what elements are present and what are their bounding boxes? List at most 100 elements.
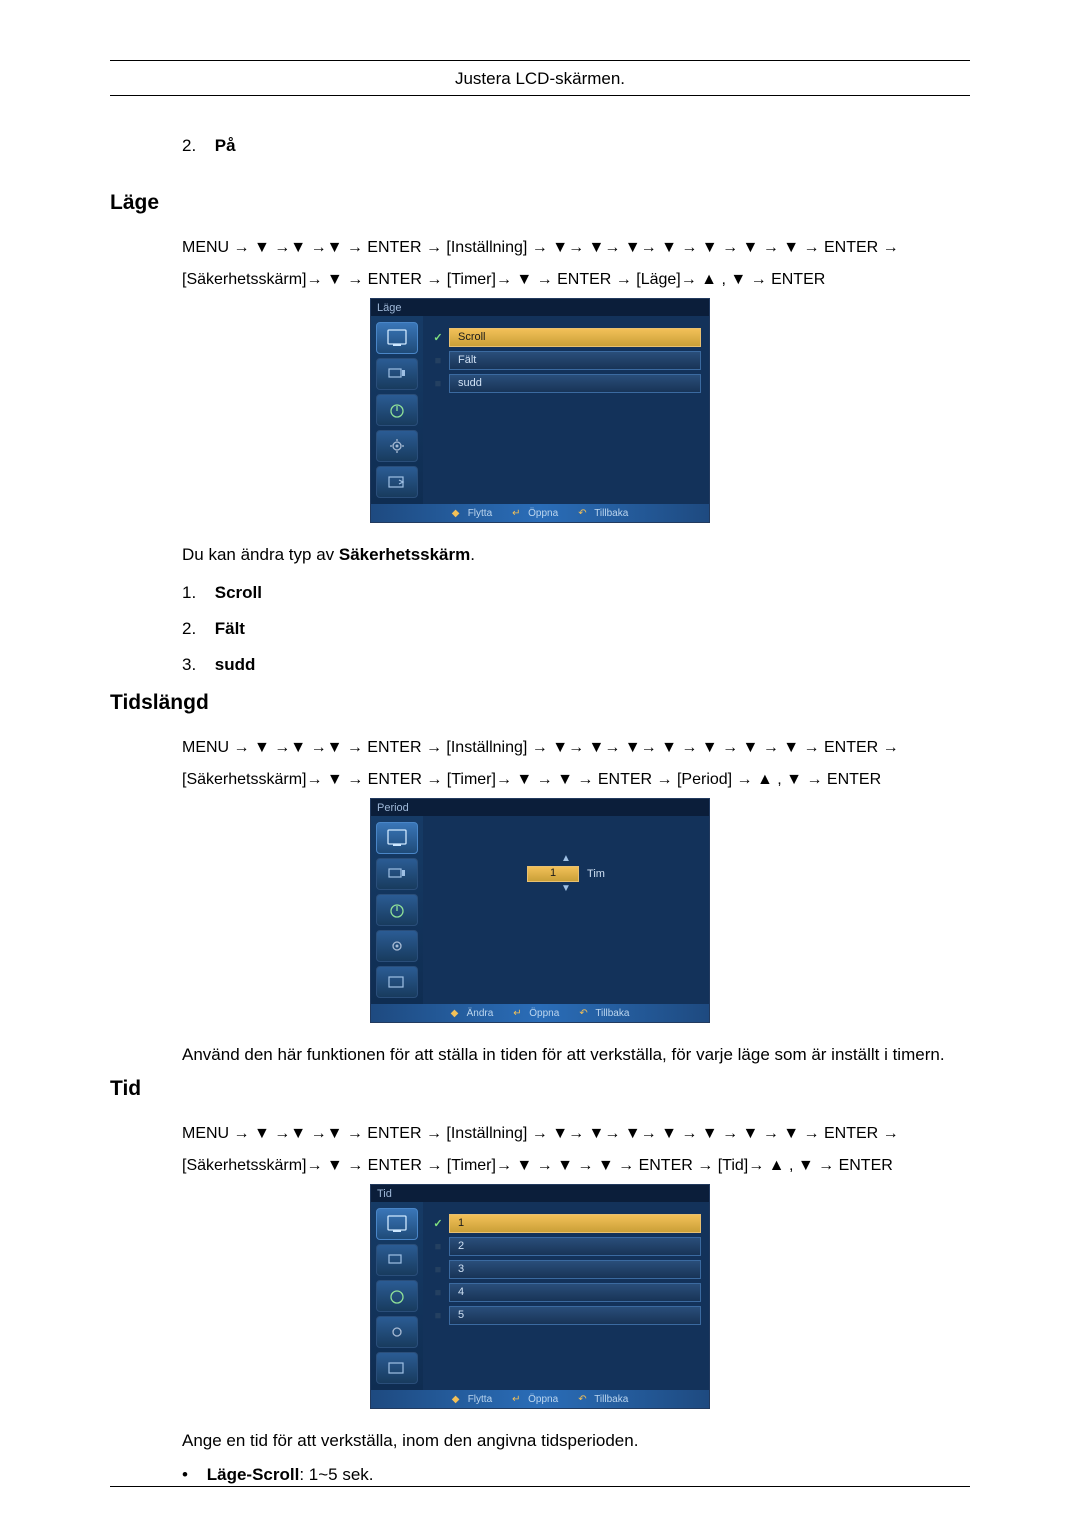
footer-move: ◆ Flytta	[452, 1394, 492, 1405]
timer-icon	[376, 1280, 418, 1312]
bullet-rest: : 1~5 sek.	[299, 1465, 373, 1484]
osd-title: Period	[371, 799, 709, 816]
osd-sidebar	[371, 316, 423, 504]
osd-lage: Läge ✓ Scroll	[370, 298, 710, 523]
osd-title: Läge	[371, 299, 709, 316]
return-icon: ↶	[578, 1394, 590, 1404]
osd-body: ✓ Scroll ■ Fält ■ sudd	[371, 316, 709, 504]
check-icon: ✓	[431, 332, 445, 344]
tidslangd-body: Använd den här funktionen för att ställa…	[110, 1043, 970, 1067]
osd-footer: ◆ Flytta ↵ Öppna ↶ Tillbaka	[371, 504, 709, 522]
list-label: sudd	[215, 655, 256, 674]
gear-icon	[376, 430, 418, 462]
osd-option-label: 5	[449, 1306, 701, 1325]
osd-title: Tid	[371, 1185, 709, 1202]
footer-label: Ändra	[467, 1008, 494, 1019]
footer-label: Flytta	[468, 508, 492, 519]
page: Justera LCD-skärmen. 2. På Läge MENU → ▼…	[0, 0, 1080, 1537]
diamond-icon: ◆	[451, 1008, 463, 1018]
osd-option-label: 4	[449, 1283, 701, 1302]
footer-label: Flytta	[468, 1394, 492, 1405]
heading-tid: Tid	[110, 1077, 970, 1101]
osd-option[interactable]: ■ 5	[431, 1306, 701, 1325]
picture-icon	[376, 322, 418, 354]
sound-icon	[376, 358, 418, 390]
heading-lage: Läge	[110, 191, 970, 215]
check-icon: ■	[431, 1241, 445, 1253]
tid-body: Ange en tid för att verkställa, inom den…	[110, 1429, 970, 1453]
enter-icon: ↵	[513, 1008, 525, 1018]
osd-body: ▲ 1 Tim ▼	[371, 816, 709, 1004]
diamond-icon: ◆	[452, 1394, 464, 1404]
osd-option[interactable]: ■ 4	[431, 1283, 701, 1302]
osd-period-wrap: Period ▲ 1 Tim	[110, 798, 970, 1023]
footer-enter: ↵ Öppna	[512, 508, 558, 519]
chevron-up-icon: ▲	[561, 854, 571, 864]
osd-body: ✓ 1 ■ 2 ■ 3 ■ 4	[371, 1202, 709, 1390]
footer-label: Öppna	[528, 508, 558, 519]
nav-path-lage-1: MENU → ▼ →▼ →▼ → ENTER → [Inställning] →…	[110, 235, 970, 261]
list-num: 1.	[182, 583, 210, 603]
osd-option-label: 2	[449, 1237, 701, 1256]
osd-option[interactable]: ■ 2	[431, 1237, 701, 1256]
osd-tid-wrap: Tid ✓ 1 ■	[110, 1184, 970, 1409]
osd-option-label: 3	[449, 1260, 701, 1279]
nav-path-tid-1: MENU → ▼ →▼ →▼ → ENTER → [Inställning] →…	[110, 1121, 970, 1147]
osd-option[interactable]: ✓ 1	[431, 1214, 701, 1233]
heading-tidslangd: Tidslängd	[110, 691, 970, 715]
check-icon: ■	[431, 355, 445, 367]
sound-icon	[376, 1244, 418, 1276]
osd-lage-wrap: Läge ✓ Scroll	[110, 298, 970, 523]
list-label: Scroll	[215, 583, 262, 602]
list-label: På	[215, 136, 236, 155]
nav-path-tid-2: [Säkerhetsskärm]→ ▼ → ENTER → [Timer]→ ▼…	[110, 1153, 970, 1179]
osd-period: Period ▲ 1 Tim	[370, 798, 710, 1023]
osd-option[interactable]: ■ sudd	[431, 374, 701, 393]
footer-change: ◆ Ändra	[451, 1008, 494, 1019]
spinner-row: 1 Tim	[527, 866, 605, 882]
input-icon	[376, 966, 418, 998]
footer-move: ◆ Flytta	[452, 508, 492, 519]
osd-spinner[interactable]: ▲ 1 Tim ▼	[431, 854, 701, 894]
osd-option[interactable]: ■ Fält	[431, 351, 701, 370]
osd-main: ✓ 1 ■ 2 ■ 3 ■ 4	[423, 1202, 709, 1390]
footer-label: Tillbaka	[595, 1008, 629, 1019]
bullet-bold: Läge-Scroll	[207, 1465, 300, 1484]
footer-label: Öppna	[528, 1394, 558, 1405]
footer-enter: ↵Öppna	[513, 1008, 559, 1019]
enter-icon: ↵	[512, 508, 524, 518]
gear-icon	[376, 1316, 418, 1348]
osd-option-label: Fält	[449, 351, 701, 370]
return-icon: ↶	[579, 1008, 591, 1018]
chevron-down-icon: ▼	[561, 884, 571, 894]
footer-back: ↶ Tillbaka	[579, 1008, 629, 1019]
bullet-icon: •	[182, 1465, 202, 1485]
content: 2. På Läge MENU → ▼ →▼ →▼ → ENTER → [Ins…	[110, 136, 970, 1485]
footer-label: Tillbaka	[594, 508, 628, 519]
list-item: 2. Fält	[110, 619, 970, 639]
sound-icon	[376, 858, 418, 890]
body-bold: Säkerhetsskärm	[339, 545, 470, 564]
osd-main: ▲ 1 Tim ▼	[423, 816, 709, 1004]
osd-option[interactable]: ■ 3	[431, 1260, 701, 1279]
diamond-icon: ◆	[452, 508, 464, 518]
osd-option-label: sudd	[449, 374, 701, 393]
osd-sidebar	[371, 1202, 423, 1390]
osd-option[interactable]: ✓ Scroll	[431, 328, 701, 347]
list-item: 3. sudd	[110, 655, 970, 675]
list-num: 3.	[182, 655, 210, 675]
body-pre: Du kan ändra typ av	[182, 545, 339, 564]
osd-option-label: Scroll	[449, 328, 701, 347]
list-num: 2.	[182, 619, 210, 639]
bottom-rule	[110, 1486, 970, 1487]
timer-icon	[376, 394, 418, 426]
bullet-item: • Läge-Scroll: 1~5 sek.	[110, 1465, 970, 1485]
list-item: 1. Scroll	[110, 583, 970, 603]
return-icon: ↶	[578, 508, 590, 518]
osd-footer: ◆ Flytta ↵Öppna ↶Tillbaka	[371, 1390, 709, 1408]
spinner-unit: Tim	[587, 868, 605, 880]
footer-back: ↶Tillbaka	[578, 1394, 628, 1405]
gear-icon	[376, 930, 418, 962]
picture-icon	[376, 1208, 418, 1240]
footer-enter: ↵Öppna	[512, 1394, 558, 1405]
